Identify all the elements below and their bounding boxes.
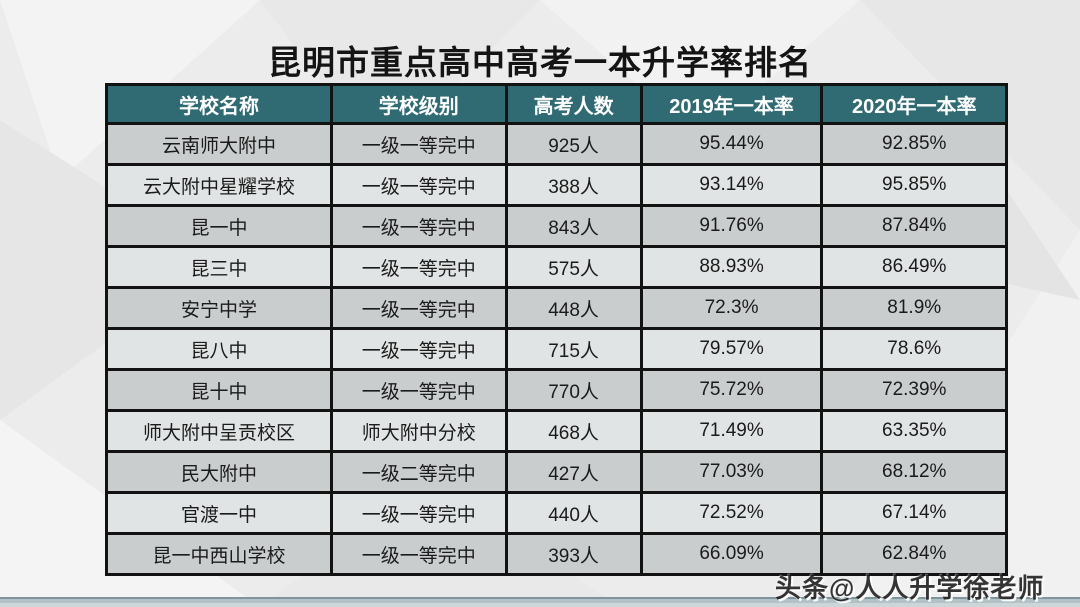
table-cell: 75.72% [639, 368, 824, 412]
table-cell: 昆十中 [105, 368, 333, 412]
table-cell: 66.09% [639, 532, 824, 576]
table-cell: 62.84% [820, 532, 1008, 576]
table-cell: 安宁中学 [105, 286, 333, 330]
column-header-school-level: 学校级别 [330, 83, 508, 125]
bottom-window-edge [0, 597, 1080, 607]
table-cell: 云南师大附中 [105, 122, 333, 166]
table-cell: 770人 [504, 368, 643, 412]
table-cell: 一级一等完中 [330, 532, 508, 576]
table-cell: 71.49% [639, 409, 824, 453]
table-cell: 925人 [504, 122, 643, 166]
table-row: 官渡一中 一级一等完中 440人 72.52% 67.14% [105, 491, 1008, 535]
table-row: 昆十中 一级一等完中 770人 75.72% 72.39% [105, 368, 1008, 412]
watermark-toutiao-author: 头条@人人升学徐老师 [775, 573, 1045, 603]
table-row: 师大附中呈贡校区 师大附中分校 468人 71.49% 63.35% [105, 409, 1008, 453]
table-cell: 468人 [504, 409, 643, 453]
table-cell: 68.12% [820, 450, 1008, 494]
table-cell: 86.49% [820, 245, 1008, 289]
table-cell: 一级一等完中 [330, 368, 508, 412]
table-cell: 72.39% [820, 368, 1008, 412]
table-cell: 一级一等完中 [330, 204, 508, 248]
table-cell: 昆一中 [105, 204, 333, 248]
table-cell: 官渡一中 [105, 491, 333, 535]
table-cell: 427人 [504, 450, 643, 494]
column-header-school-name: 学校名称 [105, 83, 333, 125]
table-cell: 一级二等完中 [330, 450, 508, 494]
column-header-rate-2019: 2019年一本率 [639, 83, 824, 125]
table-cell: 昆三中 [105, 245, 333, 289]
table-cell: 843人 [504, 204, 643, 248]
table-cell: 92.85% [820, 122, 1008, 166]
table-row: 安宁中学 一级一等完中 448人 72.3% 81.9% [105, 286, 1008, 330]
table-row: 昆三中 一级一等完中 575人 88.93% 86.49% [105, 245, 1008, 289]
table-cell: 72.3% [639, 286, 824, 330]
table-cell: 77.03% [639, 450, 824, 494]
ranking-table: 学校名称 学校级别 高考人数 2019年一本率 2020年一本率 云南师大附中 … [105, 83, 1008, 576]
table-cell: 一级一等完中 [330, 491, 508, 535]
table-cell: 393人 [504, 532, 643, 576]
table-cell: 95.85% [820, 163, 1008, 207]
table-cell: 一级一等完中 [330, 122, 508, 166]
table-cell: 63.35% [820, 409, 1008, 453]
table-cell: 93.14% [639, 163, 824, 207]
table-cell: 715人 [504, 327, 643, 371]
table-cell: 昆八中 [105, 327, 333, 371]
table-cell: 67.14% [820, 491, 1008, 535]
table-cell: 78.6% [820, 327, 1008, 371]
table-header-row: 学校名称 学校级别 高考人数 2019年一本率 2020年一本率 [105, 83, 1008, 125]
table-cell: 388人 [504, 163, 643, 207]
table-cell: 448人 [504, 286, 643, 330]
table-cell: 一级一等完中 [330, 327, 508, 371]
table-cell: 云大附中星耀学校 [105, 163, 333, 207]
column-header-rate-2020: 2020年一本率 [820, 83, 1008, 125]
table-cell: 一级一等完中 [330, 245, 508, 289]
table-cell: 575人 [504, 245, 643, 289]
table-row: 云南师大附中 一级一等完中 925人 95.44% 92.85% [105, 122, 1008, 166]
table-cell: 95.44% [639, 122, 824, 166]
table-cell: 79.57% [639, 327, 824, 371]
column-header-exam-count: 高考人数 [504, 83, 643, 125]
table-cell: 87.84% [820, 204, 1008, 248]
table-cell: 88.93% [639, 245, 824, 289]
table-cell: 440人 [504, 491, 643, 535]
table-row: 昆一中西山学校 一级一等完中 393人 66.09% 62.84% [105, 532, 1008, 576]
table-row: 昆八中 一级一等完中 715人 79.57% 78.6% [105, 327, 1008, 371]
table-cell: 昆一中西山学校 [105, 532, 333, 576]
page-title: 昆明市重点高中高考一本升学率排名 [268, 44, 812, 81]
table-cell: 师大附中呈贡校区 [105, 409, 333, 453]
table-row: 民大附中 一级二等完中 427人 77.03% 68.12% [105, 450, 1008, 494]
table-cell: 民大附中 [105, 450, 333, 494]
table-cell: 72.52% [639, 491, 824, 535]
table-cell: 一级一等完中 [330, 286, 508, 330]
table-cell: 91.76% [639, 204, 824, 248]
table-cell: 81.9% [820, 286, 1008, 330]
table-cell: 师大附中分校 [330, 409, 508, 453]
table-cell: 一级一等完中 [330, 163, 508, 207]
table-row: 昆一中 一级一等完中 843人 91.76% 87.84% [105, 204, 1008, 248]
table-row: 云大附中星耀学校 一级一等完中 388人 93.14% 95.85% [105, 163, 1008, 207]
